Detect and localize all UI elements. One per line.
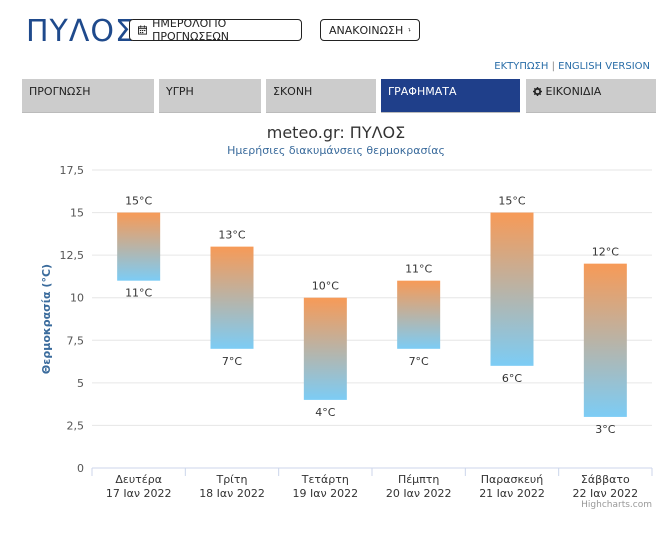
tab-wet[interactable]: ΥΓΡΗ [159,79,261,113]
low-temp-label: 6°C [502,372,522,385]
y-tick-label: 10 [70,292,84,305]
english-version-link[interactable]: ENGLISH VERSION [558,61,650,72]
header-links: ΕΚΤΥΠΩΣΗ | ENGLISH VERSION [494,61,650,72]
x-category-date: 21 Ιαν 2022 [479,487,545,500]
temperature-range-bar [303,297,347,400]
gear-icon [533,87,542,96]
x-category-day: Τρίτη [215,473,247,486]
calendar-icon [138,25,148,35]
x-category-day: Παρασκευή [481,473,544,486]
high-temp-label: 10°C [312,280,339,293]
x-category-date: 18 Ιαν 2022 [199,487,265,500]
arrow-turn-down-icon [408,28,411,32]
x-category-date: 22 Ιαν 2022 [573,487,639,500]
announcement-button-label: ΑΝΑΚΟΙΝΩΣΗ [329,23,404,37]
low-temp-label: 7°C [222,355,242,368]
tab-forecast-label: ΠΡΟΓΝΩΣΗ [29,85,91,98]
link-separator: | [551,61,555,72]
tab-charts[interactable]: ΓΡΑΦΗΜΑΤΑ [381,79,520,113]
x-category-day: Πέμπτη [398,473,439,486]
low-temp-label: 4°C [315,406,335,419]
temperature-range-bar [210,246,254,349]
y-tick-label: 17,5 [60,164,85,177]
temperature-range-bar [583,263,627,417]
x-category-date: 19 Ιαν 2022 [293,487,359,500]
y-axis-title: Θερμοκρασία (°C) [40,264,53,374]
high-temp-label: 11°C [405,263,432,276]
y-tick-label: 7,5 [67,334,85,347]
y-tick-label: 0 [77,462,84,475]
high-temp-label: 15°C [125,195,152,208]
high-temp-label: 13°C [218,229,245,242]
high-temp-label: 12°C [592,246,619,259]
high-temp-label: 15°C [498,195,525,208]
tab-dust[interactable]: ΣΚΟΝΗ [266,79,376,113]
x-category-date: 17 Ιαν 2022 [106,487,172,500]
city-title: ΠΥΛΟΣ [26,14,135,49]
forecast-calendar-button[interactable]: ΗΜΕΡΟΛΟΓΙΟ ΠΡΟΓΝΩΣΕΩΝ [129,17,302,43]
low-temp-label: 3°C [595,423,615,436]
x-category-day: Τετάρτη [301,473,349,486]
tab-icons[interactable]: ΕΙΚΟΝΙΔΙΑ [526,79,656,113]
low-temp-label: 7°C [409,355,429,368]
temperature-range-bar [397,280,441,349]
x-category-day: Σάββατο [581,473,630,486]
temperature-range-bar [490,212,534,366]
tab-forecast[interactable]: ΠΡΟΓΝΩΣΗ [22,79,154,113]
y-tick-label: 12,5 [60,249,85,262]
announcement-button[interactable]: ΑΝΑΚΟΙΝΩΣΗ [320,19,420,41]
highcharts-credits[interactable]: Highcharts.com [581,500,652,510]
chart-title: meteo.gr: ΠΥΛΟΣ [266,123,406,142]
print-link[interactable]: ΕΚΤΥΠΩΣΗ [494,61,549,72]
temperature-range-bar [117,212,161,281]
x-category-date: 20 Ιαν 2022 [386,487,452,500]
tab-dust-label: ΣΚΟΝΗ [273,85,313,98]
tab-wet-label: ΥΓΡΗ [166,85,194,98]
calendar-button-label: ΗΜΕΡΟΛΟΓΙΟ ΠΡΟΓΝΩΣΕΩΝ [152,17,229,43]
tab-icons-label: ΕΙΚΟΝΙΔΙΑ [545,85,602,98]
chart-subtitle: Ημερήσιες διακυμάνσεις θερμοκρασίας [227,144,445,157]
low-temp-label: 11°C [125,287,152,300]
y-tick-label: 15 [70,207,84,220]
tab-charts-label: ΓΡΑΦΗΜΑΤΑ [388,85,457,98]
y-tick-label: 2,5 [67,419,85,432]
x-category-day: Δευτέρα [115,473,162,486]
y-tick-label: 5 [77,377,84,390]
